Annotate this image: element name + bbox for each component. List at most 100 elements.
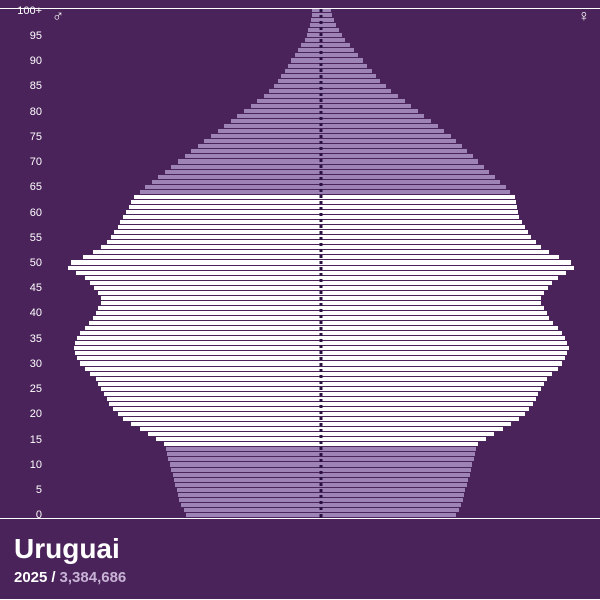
female-bar — [321, 260, 571, 264]
female-bar — [321, 13, 332, 17]
female-bar — [321, 79, 380, 83]
male-bar — [101, 296, 321, 300]
female-bar — [321, 64, 367, 68]
female-bar — [321, 245, 541, 249]
female-bar — [321, 473, 470, 477]
male-bar — [278, 79, 321, 83]
female-bar — [321, 185, 506, 189]
male-bar — [184, 508, 322, 512]
female-bar — [321, 124, 438, 128]
male-bar — [85, 367, 322, 371]
male-bar — [74, 346, 322, 350]
female-bar — [321, 281, 552, 285]
female-bar — [321, 367, 558, 371]
female-bar — [321, 392, 538, 396]
male-bar — [211, 134, 321, 138]
axis-bottom-line — [0, 518, 600, 519]
female-bar — [321, 18, 334, 22]
male-bar — [231, 119, 321, 123]
y-tick: 100+ — [0, 5, 42, 17]
male-bar — [165, 170, 321, 174]
male-bar — [171, 468, 321, 472]
female-bar — [321, 215, 519, 219]
female-bar — [321, 139, 456, 143]
female-bar — [321, 437, 486, 441]
male-bar — [90, 372, 321, 376]
subtitle: 2025/ 3,384,686 — [14, 569, 586, 586]
y-tick: 75 — [0, 131, 42, 143]
male-bar — [167, 452, 321, 456]
population-label: 3,384,686 — [60, 569, 127, 586]
male-bar — [98, 382, 321, 386]
male-bar — [168, 457, 321, 461]
male-bar — [186, 513, 321, 517]
female-bar — [321, 397, 536, 401]
female-bar — [321, 276, 558, 280]
female-bar — [321, 69, 372, 73]
female-bar — [321, 240, 536, 244]
female-bar — [321, 235, 531, 239]
female-bar — [321, 94, 398, 98]
female-bar — [321, 326, 558, 330]
male-bar — [152, 180, 321, 184]
male-bar — [134, 195, 321, 199]
male-bar — [224, 124, 321, 128]
y-tick: 55 — [0, 232, 42, 244]
female-bar — [321, 442, 478, 446]
male-bar — [98, 306, 321, 310]
female-bar — [321, 336, 565, 340]
male-bar — [298, 48, 321, 52]
male-bar — [269, 89, 321, 93]
female-bar — [321, 427, 503, 431]
male-bar — [114, 230, 321, 234]
plot-area — [46, 8, 596, 518]
male-bar — [274, 84, 321, 88]
male-bar — [80, 361, 321, 365]
male-bar — [158, 175, 321, 179]
female-bar — [321, 417, 519, 421]
male-bar — [89, 321, 321, 325]
female-bar — [321, 170, 489, 174]
female-bar — [321, 114, 424, 118]
male-bar — [285, 69, 321, 73]
y-tick: 10 — [0, 459, 42, 471]
female-bar — [321, 38, 345, 42]
female-bar — [321, 468, 471, 472]
male-bar — [113, 407, 321, 411]
male-bar — [77, 336, 321, 340]
female-bar — [321, 452, 475, 456]
female-bar — [321, 291, 544, 295]
female-bar — [321, 377, 547, 381]
female-bar — [321, 457, 474, 461]
female-bar — [321, 488, 465, 492]
center-line — [320, 8, 323, 518]
slash: / — [51, 569, 55, 586]
male-bar — [148, 432, 321, 436]
y-tick: 40 — [0, 307, 42, 319]
female-bar — [321, 316, 549, 320]
male-bar — [131, 422, 321, 426]
female-bar — [321, 286, 548, 290]
female-bar — [321, 129, 444, 133]
y-tick: 80 — [0, 106, 42, 118]
male-bar — [123, 417, 321, 421]
female-bar — [321, 195, 515, 199]
male-bar — [101, 387, 321, 391]
female-bar — [321, 99, 405, 103]
male-bar — [68, 266, 321, 270]
female-bar — [321, 266, 574, 270]
female-bar — [321, 210, 518, 214]
female-bar — [321, 356, 565, 360]
male-bar — [90, 281, 321, 285]
axis-top-line — [0, 8, 600, 9]
male-bar — [170, 462, 321, 466]
year-label: 2025 — [14, 569, 47, 586]
female-bar — [321, 250, 549, 254]
female-bar — [321, 180, 500, 184]
female-bar — [321, 331, 562, 335]
y-tick: 60 — [0, 207, 42, 219]
male-bar — [85, 326, 322, 330]
male-bar — [93, 250, 321, 254]
y-tick: 30 — [0, 358, 42, 370]
female-bar — [321, 296, 541, 300]
